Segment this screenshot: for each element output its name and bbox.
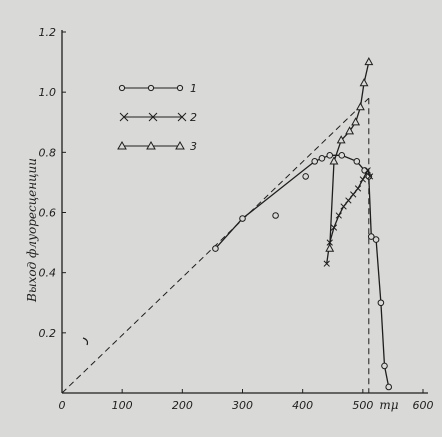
data-point-1	[338, 152, 346, 159]
data-point-extra	[302, 173, 309, 180]
data-point-1	[353, 158, 361, 165]
data-point-1	[377, 299, 385, 307]
data-point-1	[239, 215, 246, 222]
x-tick-label: 100	[112, 399, 133, 412]
data-point-2	[364, 167, 371, 174]
series-layer	[212, 57, 393, 391]
data-point-2	[335, 212, 342, 219]
legend-marker-2b	[148, 112, 158, 122]
legend-marker-1b	[147, 84, 155, 92]
legend-entry-3: 3	[117, 140, 197, 153]
legend-label-3: 3	[190, 140, 197, 153]
stray-mark	[82, 337, 89, 346]
y-tick-label: 1.2	[39, 26, 57, 39]
data-point-1	[318, 155, 326, 162]
data-point-3	[325, 243, 335, 252]
series-3	[325, 57, 374, 252]
data-point-3	[351, 117, 361, 126]
data-point-3	[336, 135, 346, 144]
legend-label-1: 1	[190, 82, 197, 95]
y-tick-label: 0.6	[39, 207, 57, 220]
data-point-2	[350, 191, 357, 198]
legend-marker-1a	[118, 84, 126, 92]
x-tick-label: 400	[292, 399, 313, 412]
legend-entry-1: 1	[118, 82, 197, 95]
data-point-2	[359, 176, 366, 183]
legend-marker-2a	[119, 112, 129, 122]
legend-entry-2: 2	[119, 111, 197, 124]
x-tick-label: 600	[413, 399, 434, 412]
series-line-3	[329, 61, 370, 249]
y-axis-title: Выход флуоресценции	[25, 158, 39, 303]
data-point-1	[326, 152, 334, 159]
data-point-3	[359, 78, 369, 87]
data-point-1	[367, 233, 375, 240]
x-tick-label: 200	[172, 399, 193, 412]
x-tick-label: 500	[352, 399, 373, 412]
data-point-2	[345, 197, 352, 204]
y-tick-label: 0.4	[39, 267, 57, 280]
extra-points	[272, 173, 309, 219]
axis-ticks: 0.2 0.4 0.6 0.8 1.0 1.2 0 100 200 300 400 500 600	[39, 26, 434, 412]
x-tick-label: 0	[59, 399, 66, 412]
data-point-2	[323, 260, 330, 267]
data-point-1	[385, 383, 393, 391]
legend: 1 2 3	[117, 82, 197, 153]
y-tick-label: 0.8	[39, 146, 57, 159]
legend-marker-3a	[117, 140, 127, 150]
data-point-1	[372, 236, 380, 243]
x-tick-label: 300	[232, 399, 253, 412]
data-point-3	[355, 102, 365, 111]
data-point-2	[330, 224, 338, 231]
data-point-2	[354, 185, 362, 192]
data-point-1	[381, 362, 388, 370]
data-point-2	[366, 173, 374, 180]
data-point-3	[329, 156, 339, 165]
x-axis-title: mμ	[379, 398, 398, 412]
y-tick-label: 1.0	[39, 86, 57, 99]
legend-marker-3c	[175, 140, 185, 150]
y-tick-label: 0.2	[39, 327, 57, 340]
data-point-1	[311, 158, 319, 165]
legend-marker-3b	[146, 140, 156, 150]
data-point-3	[345, 126, 355, 135]
legend-marker-2c	[177, 112, 187, 122]
data-point-3	[364, 57, 374, 66]
legend-label-2: 2	[190, 111, 197, 124]
data-point-extra	[272, 212, 279, 219]
data-point-1	[212, 245, 219, 252]
data-point-2	[340, 203, 347, 210]
legend-marker-1c	[176, 84, 184, 92]
